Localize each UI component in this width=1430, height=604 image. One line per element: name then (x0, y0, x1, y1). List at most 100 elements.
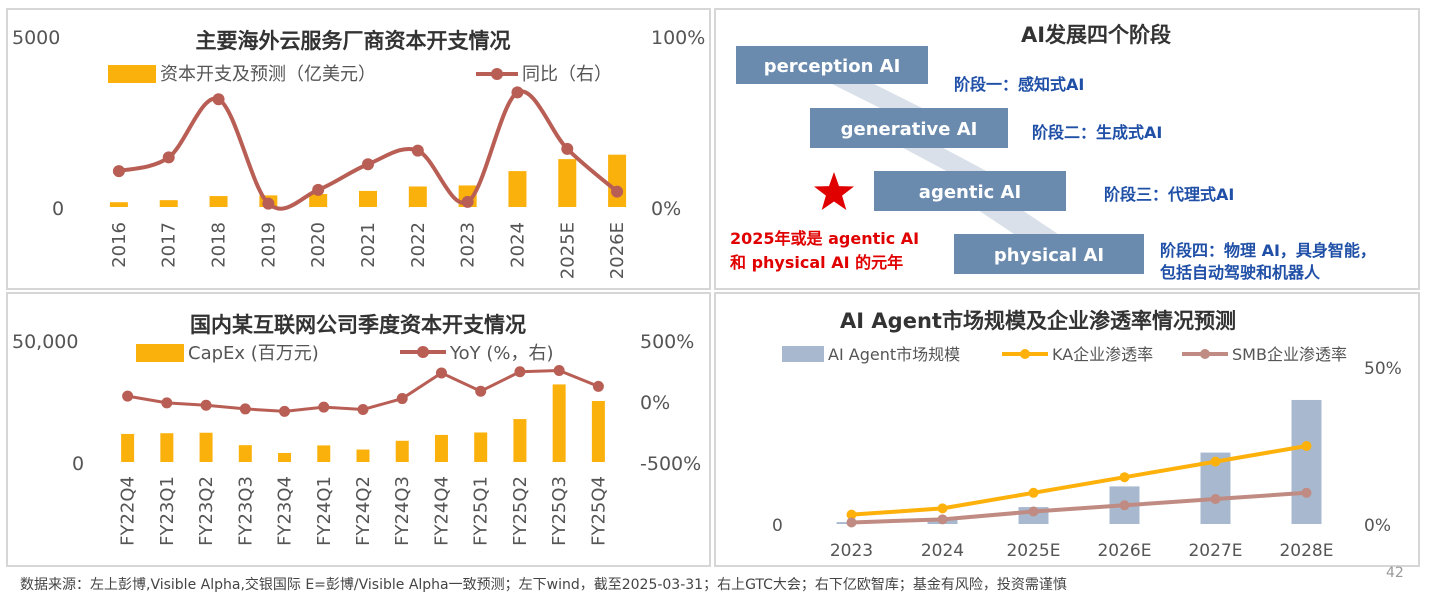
panel-ai-agent-market: AI Agent市场规模及企业渗透率情况预测 AI Agent市场规模 KA企业… (714, 292, 1420, 567)
x-tick-label: 2020 (308, 222, 329, 268)
x-tick-label: 2027E (1188, 541, 1242, 561)
stage-box-label: physical AI (994, 245, 1104, 266)
x-tick-label: 2019 (258, 222, 279, 268)
domestic-capex-chart: 国内某互联网公司季度资本开支情况 50,000 0 500% 0% -500% … (12, 313, 701, 546)
y-left-tick-top: 50,000 (12, 331, 78, 353)
y-left-tick-bottom: 0 (52, 198, 64, 220)
stage-connector (892, 142, 992, 174)
line-point (122, 390, 134, 402)
x-tick-label: 2023 (830, 541, 873, 561)
bar (474, 432, 488, 462)
bar (508, 171, 527, 207)
line-point (611, 185, 624, 198)
line-point (396, 393, 408, 405)
line-point (262, 197, 275, 210)
bar (199, 432, 213, 462)
legend-marker-ka (1020, 349, 1030, 359)
legend-label-market: AI Agent市场规模 (828, 345, 960, 364)
bar (160, 433, 174, 462)
x-tick-label: 2026E (607, 222, 628, 279)
line-point (475, 385, 487, 397)
bar (309, 194, 328, 207)
bar (408, 186, 427, 207)
line-point (239, 403, 251, 415)
stage-label: 阶段四：物理 AI，具身智能， (1160, 241, 1376, 260)
y-left-tick-bottom: 0 (772, 516, 783, 536)
star-icon (814, 172, 854, 210)
line-point (161, 397, 173, 409)
bar (109, 202, 128, 207)
overseas-capex-chart: 主要海外云服务厂商资本开支情况 5000 0 100% 0% 资本开支及预测（亿… (12, 27, 705, 279)
page-number: 42 (1386, 565, 1404, 581)
x-tick-label: 2024 (507, 222, 528, 268)
x-tick-label: FY23Q4 (275, 476, 296, 546)
y-left-tick-top: 5000 (12, 27, 60, 49)
stage-box-label: generative AI (841, 119, 978, 140)
line-point (162, 151, 175, 164)
stage-label: 阶段三：代理式AI (1104, 185, 1234, 204)
y-right-tick-mid: 0% (640, 392, 670, 414)
stage-connector (972, 206, 1064, 238)
stages-title: AI发展四个阶段 (1021, 23, 1171, 47)
x-tick-label: FY24Q4 (431, 476, 452, 546)
y-right-tick-top: 50% (1364, 359, 1402, 379)
bar (513, 419, 527, 462)
line-point (318, 401, 330, 413)
legend-swatch-capex (108, 65, 156, 83)
bar (317, 445, 331, 462)
bar (121, 433, 135, 462)
legend-label-yoy: 同比（右） (522, 64, 612, 85)
line-point (461, 195, 474, 208)
line-point (1119, 472, 1130, 483)
x-tick-label: 2025E (1006, 541, 1060, 561)
bar (552, 384, 566, 462)
legend-label-capex: CapEx (百万元) (188, 343, 319, 364)
x-tick-label: FY25Q3 (549, 476, 570, 546)
chart-title: AI Agent市场规模及企业渗透率情况预测 (840, 309, 1236, 333)
line-point (561, 142, 574, 155)
y-left-tick-bottom: 0 (72, 453, 84, 475)
stage-box-generative (810, 108, 1008, 148)
stage-box-agentic (874, 171, 1066, 211)
line-point (357, 404, 369, 416)
line-point (1028, 487, 1039, 498)
series-line (851, 444, 1307, 517)
bar (359, 190, 377, 207)
y-right-tick-top: 500% (640, 331, 694, 353)
x-tick-label: FY24Q1 (314, 476, 335, 546)
bar (1291, 399, 1322, 524)
line-point (1301, 487, 1312, 498)
bar (238, 445, 252, 462)
x-tick-label: 2021 (358, 222, 379, 268)
stage-note-line1: 2025年或是 agentic AI (730, 229, 919, 248)
legend-marker-smb (1200, 349, 1210, 359)
x-tick-label: 2023 (458, 222, 479, 268)
x-tick-label: FY24Q2 (353, 476, 374, 546)
line-point (112, 165, 125, 178)
line-point (1028, 506, 1039, 517)
bar (209, 196, 228, 207)
bar (278, 452, 292, 462)
bar (356, 449, 370, 462)
bar (608, 154, 627, 207)
ai-stages-diagram: AI发展四个阶段 perception AI generative AI age… (730, 23, 1376, 282)
x-tick-label: 2026E (1097, 541, 1151, 561)
panel-overseas-capex: 主要海外云服务厂商资本开支情况 5000 0 100% 0% 资本开支及预测（亿… (6, 8, 711, 290)
bar (591, 401, 605, 462)
bar (395, 440, 409, 462)
chart-title: 主要海外云服务厂商资本开支情况 (196, 29, 511, 53)
line-point (1301, 441, 1312, 451)
legend-swatch-capex (136, 344, 184, 362)
line-point (514, 366, 526, 378)
panel-domestic-capex: 国内某互联网公司季度资本开支情况 50,000 0 500% 0% -500% … (6, 292, 711, 567)
y-right-tick-top: 100% (651, 27, 705, 49)
line-point (937, 514, 948, 525)
x-tick-label: FY25Q1 (471, 476, 492, 546)
line-point (200, 399, 212, 411)
panel-ai-stages: AI发展四个阶段 perception AI generative AI age… (714, 8, 1420, 290)
line-point (846, 509, 857, 520)
stage-label: 阶段二：生成式AI (1032, 123, 1162, 142)
stage-note-line2: 和 physical AI 的元年 (730, 253, 903, 272)
chart-title: 国内某互联网公司季度资本开支情况 (190, 313, 526, 337)
legend-label-ka: KA企业渗透率 (1052, 345, 1153, 364)
